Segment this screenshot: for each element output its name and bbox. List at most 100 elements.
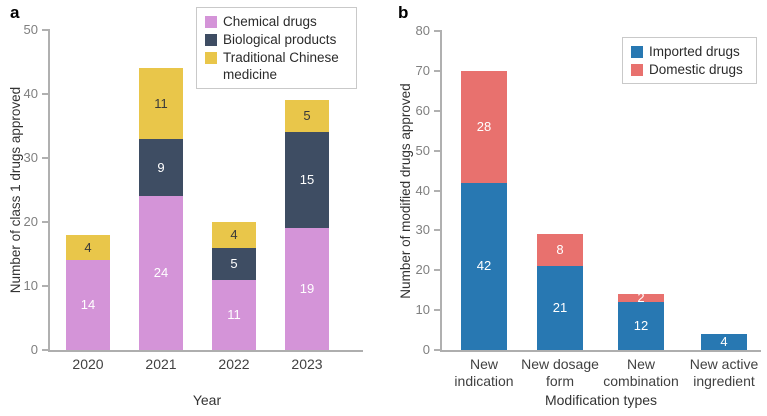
y-tick-label: 30 <box>23 150 38 165</box>
y-tick-mark <box>434 189 442 192</box>
legend: Imported drugs Domestic drugs <box>622 37 757 84</box>
bar-segment-traditional-chinese-medicine <box>139 68 183 139</box>
bar-segment-chemical-drugs <box>66 260 110 350</box>
bar-value-label: 21 <box>552 300 568 316</box>
x-tick-label: 2021 <box>145 356 177 372</box>
y-tick-label: 50 <box>23 22 38 37</box>
y-tick-label: 20 <box>23 214 38 229</box>
y-tick-label: 70 <box>415 62 430 78</box>
y-tick-mark <box>434 269 442 272</box>
y-tick-label: 40 <box>23 86 38 101</box>
y-tick-mark <box>434 149 442 152</box>
bar-value-label: 42 <box>476 258 492 274</box>
legend-swatch-icon <box>205 52 217 64</box>
y-tick-label: 50 <box>415 142 430 158</box>
legend-label: Chemical drugs <box>223 14 317 29</box>
bar-segment-domestic-drugs <box>618 294 664 303</box>
legend-item: Chemical drugs <box>205 13 348 30</box>
y-tick-label: 30 <box>415 222 430 238</box>
legend-label: Biological products <box>223 32 337 47</box>
bar-value-label: 9 <box>157 159 165 175</box>
bar-segment-traditional-chinese-medicine <box>66 234 110 261</box>
x-tick-label: New dosage form <box>521 356 599 389</box>
legend-swatch-icon <box>631 46 643 58</box>
y-tick-label: 10 <box>415 302 430 318</box>
x-tick-label: 2020 <box>72 356 104 372</box>
y-tick-mark <box>434 309 442 312</box>
legend-swatch-icon <box>205 16 217 28</box>
bar-segment-biological-products <box>212 247 256 280</box>
bar-value-label: 12 <box>633 318 649 334</box>
bar-value-label: 11 <box>154 95 168 111</box>
y-tick-mark <box>42 157 50 159</box>
y-tick-label: 20 <box>415 262 430 278</box>
y-tick-label: 0 <box>422 342 430 357</box>
y-tick-mark <box>434 69 442 72</box>
bar-segment-imported-drugs <box>618 302 664 350</box>
y-tick-mark <box>42 93 50 95</box>
bar-value-label: 28 <box>476 118 492 134</box>
x-axis-line <box>440 350 761 352</box>
bar-segment-chemical-drugs <box>285 228 329 350</box>
y-tick-mark <box>434 109 442 112</box>
x-tick-label: 2022 <box>218 356 250 372</box>
bar-value-label: 4 <box>84 239 92 255</box>
panel-label-b: b <box>398 3 409 22</box>
y-tick-mark <box>42 285 50 287</box>
bar-segment-chemical-drugs <box>212 279 256 350</box>
bar-value-label: 24 <box>153 265 169 281</box>
y-tick-label: 10 <box>23 278 38 293</box>
bar-value-label: 11 <box>227 306 241 322</box>
bar-value-label: 2 <box>637 290 645 306</box>
bar-value-label: 19 <box>299 281 315 297</box>
y-tick-mark <box>434 349 442 351</box>
y-tick-label: 80 <box>415 23 430 38</box>
bar-value-label: 4 <box>230 226 238 242</box>
y-tick-mark <box>434 229 442 232</box>
y-tick-mark <box>42 221 50 223</box>
bar-segment-imported-drugs <box>537 266 583 350</box>
bar-segment-traditional-chinese-medicine <box>212 222 256 248</box>
bar-segment-imported-drugs <box>461 182 507 350</box>
panel-label-a: a <box>10 3 20 22</box>
y-tick-mark <box>42 29 50 31</box>
y-tick-label: 0 <box>30 342 38 357</box>
legend-label: Traditional Chinese medicine <box>223 50 339 82</box>
legend: Chemical drugs Biological products Traditi… <box>196 7 357 89</box>
bar-segment-domestic-drugs <box>461 70 507 183</box>
x-axis-title: Year <box>192 392 222 408</box>
x-tick-label: New combination <box>603 356 679 389</box>
bar-value-label: 8 <box>556 242 564 258</box>
y-axis-title: Number of modified drugs approved <box>398 82 413 299</box>
x-tick-label: 2023 <box>291 356 323 372</box>
legend-label: Imported drugs <box>649 44 740 59</box>
x-axis-title: Modification types <box>544 392 658 408</box>
legend-label: Domestic drugs <box>649 62 743 77</box>
legend-item: Biological products <box>205 31 348 48</box>
y-tick-label: 40 <box>415 182 430 198</box>
x-tick-label: New active ingredient <box>689 356 759 389</box>
bar-segment-domestic-drugs <box>537 234 583 267</box>
y-axis-line <box>48 30 50 350</box>
x-tick-label: New indication <box>454 356 514 389</box>
bar-segment-traditional-chinese-medicine <box>285 100 329 133</box>
bar-value-label: 4 <box>720 334 728 350</box>
legend-item: Traditional Chinese medicine <box>205 49 348 83</box>
y-tick-mark <box>42 349 50 351</box>
bar-segment-imported-drugs <box>701 334 747 350</box>
bar-segment-chemical-drugs <box>139 196 183 350</box>
x-axis-line <box>48 350 363 352</box>
bar-value-label: 5 <box>303 108 311 124</box>
bar-segment-biological-products <box>139 138 183 197</box>
bar-value-label: 14 <box>80 297 96 313</box>
legend-swatch-icon <box>631 64 643 76</box>
legend-swatch-icon <box>205 34 217 46</box>
legend-item: Imported drugs <box>631 43 748 60</box>
y-tick-label: 60 <box>415 102 430 118</box>
y-tick-mark <box>434 30 442 32</box>
legend-item: Domestic drugs <box>631 61 748 78</box>
bar-segment-biological-products <box>285 132 329 229</box>
